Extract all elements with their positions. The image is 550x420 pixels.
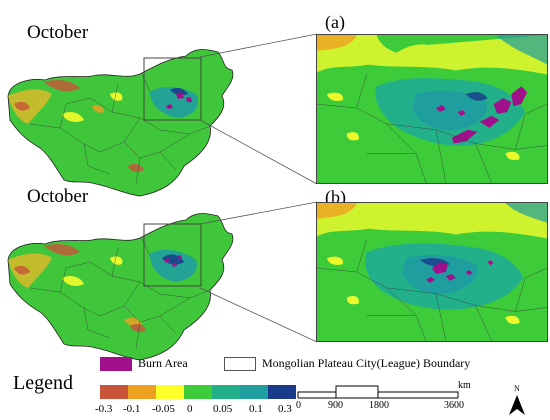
scale-bar-tick: 3600: [444, 400, 464, 411]
scale-bar-tick: 0: [296, 400, 301, 411]
color-scale-tick: 0.1: [249, 403, 263, 415]
map-a-month-label: October: [27, 22, 89, 43]
zoom-connector-a: [199, 33, 318, 185]
mongolian-plateau-map-b: [7, 213, 234, 361]
color-scale-swatch: [184, 385, 212, 399]
color-scale-swatch: [100, 385, 128, 399]
zoomed-inset-b: [316, 202, 548, 342]
panel-label-a: (a): [325, 12, 345, 32]
north-label: N: [514, 384, 520, 393]
scale-bar-tick: 900: [328, 400, 343, 411]
burn-area-label: Burn Area: [138, 356, 188, 370]
color-scale-swatch: [212, 385, 240, 399]
map-b-month-label: October: [27, 186, 89, 207]
scale-bar-unit: km: [458, 380, 471, 391]
color-scale-swatch: [240, 385, 268, 399]
color-scale-tick: 0.05: [213, 403, 233, 415]
zoomed-inset-a: [316, 34, 548, 184]
scale-bar: [297, 385, 459, 399]
color-scale-tick: 0.3: [278, 403, 292, 415]
boundary-label: Mongolian Plateau City(League) Boundary: [262, 356, 471, 370]
zoom-connector-b: [199, 201, 318, 343]
legend-title: Legend: [13, 372, 73, 394]
mongolian-plateau-map-a: [7, 49, 234, 197]
color-scale-tick: -0.3: [95, 403, 113, 415]
color-scale-tick: 0: [187, 403, 193, 415]
color-scale-tick: -0.1: [123, 403, 141, 415]
color-scale-bar: [100, 385, 296, 399]
color-scale-swatch: [128, 385, 156, 399]
burn-area-swatch: [100, 357, 132, 371]
scale-bar-tick: 1800: [369, 400, 389, 411]
boundary-swatch: [224, 357, 256, 371]
color-scale-swatch: [156, 385, 184, 399]
color-scale-tick: -0.05: [152, 403, 175, 415]
north-arrow-icon: [509, 395, 525, 415]
color-scale-swatch: [268, 385, 296, 399]
